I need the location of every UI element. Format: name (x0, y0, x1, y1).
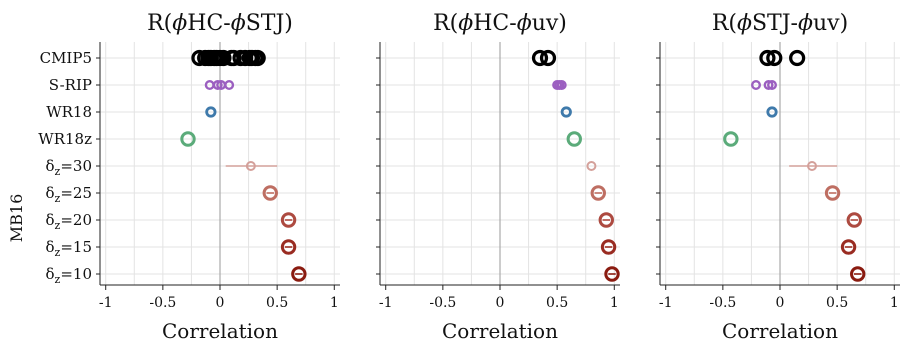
data-point (531, 49, 549, 67)
panel-title: R(ϕHC-ϕuv) (433, 11, 567, 36)
x-axis-label: Correlation (162, 319, 278, 343)
x-tick-label: 0.5 (266, 295, 288, 311)
data-point (767, 79, 778, 90)
row-label: δz=15 (46, 238, 92, 259)
panel-2: -1 -0.5 0 0.5 1 Correlation R(ϕHC-ϕuv) (376, 11, 620, 343)
data-point (215, 49, 232, 67)
mb16-label: MB16 (7, 194, 26, 243)
data-points (723, 49, 866, 282)
x-tick-label: -0.5 (429, 295, 456, 311)
data-point (807, 161, 817, 171)
data-point (840, 239, 857, 255)
x-axis-label: Correlation (722, 319, 838, 343)
data-point (759, 49, 776, 67)
data-point (590, 185, 606, 201)
data-point (586, 161, 597, 171)
x-tick-label: 1 (890, 295, 899, 311)
x-tick-label: -1 (379, 295, 393, 311)
data-point (212, 79, 223, 90)
data-point (224, 79, 235, 90)
x-tick-label: 1 (610, 295, 619, 311)
data-point (291, 266, 307, 282)
data-point (205, 106, 217, 118)
data-point (850, 266, 866, 282)
x-tick-label: 0.5 (826, 295, 848, 311)
row-label: S-RIP (49, 76, 92, 94)
data-point (604, 266, 620, 282)
x-tick-label: -0.5 (149, 295, 176, 311)
data-point (600, 239, 617, 255)
row-label: δz=20 (46, 211, 92, 232)
x-tick-label: -0.5 (709, 295, 736, 311)
panel-title: R(ϕHC-ϕSTJ) (147, 11, 293, 36)
panel-3: -1 -0.5 0 0.5 1 Correlation R(ϕSTJ-ϕuv) (656, 11, 900, 343)
x-tick-label: 0 (776, 295, 785, 311)
row-label: δz=30 (46, 157, 92, 178)
row-label: WR18z (38, 130, 92, 148)
row-label: δz=10 (46, 265, 92, 286)
data-point (846, 212, 862, 228)
data-point (262, 185, 278, 201)
panels: -1 -0.5 0 0.5 1 Correlation R(ϕHC-ϕSTJ) -1 -0.5 0… (96, 11, 900, 343)
data-point (824, 185, 841, 201)
mb16-group-label: MB16 CMIP5 S-RIP WR18 WR18z δz=30 δz=25 δz=20 δz… (7, 49, 92, 286)
x-tick-label: 0 (496, 295, 505, 311)
data-point (763, 79, 774, 90)
panel-title: R(ϕSTJ-ϕuv) (712, 11, 848, 36)
data-point (598, 212, 614, 228)
data-points (531, 49, 620, 282)
data-point (766, 106, 778, 118)
x-tick-label: 1 (330, 295, 339, 311)
row-label: δz=25 (46, 184, 92, 205)
row-label: WR18 (46, 103, 92, 121)
x-axis-label: Correlation (442, 319, 558, 343)
data-point (245, 161, 256, 171)
data-points (180, 49, 307, 282)
data-point (180, 131, 196, 147)
data-point (751, 79, 762, 90)
row-labels: CMIP5 S-RIP WR18 WR18z δz=30 δz=25 δz=20 δz=15 δ… (38, 49, 92, 286)
data-point (280, 239, 297, 255)
data-point (566, 131, 582, 147)
data-point (539, 49, 557, 67)
x-tick-label: -1 (99, 295, 113, 311)
row-label: CMIP5 (40, 49, 92, 67)
data-point (249, 49, 266, 67)
data-point (723, 131, 739, 147)
x-tick-label: 0 (216, 295, 225, 311)
panel-1: -1 -0.5 0 0.5 1 Correlation R(ϕHC-ϕSTJ) (96, 11, 340, 343)
x-tick-label: 0.5 (546, 295, 568, 311)
data-point (789, 49, 806, 67)
data-point (766, 49, 783, 67)
data-point (560, 106, 572, 118)
data-point (280, 212, 297, 228)
data-point (556, 79, 567, 90)
x-tick-label: -1 (659, 295, 673, 311)
